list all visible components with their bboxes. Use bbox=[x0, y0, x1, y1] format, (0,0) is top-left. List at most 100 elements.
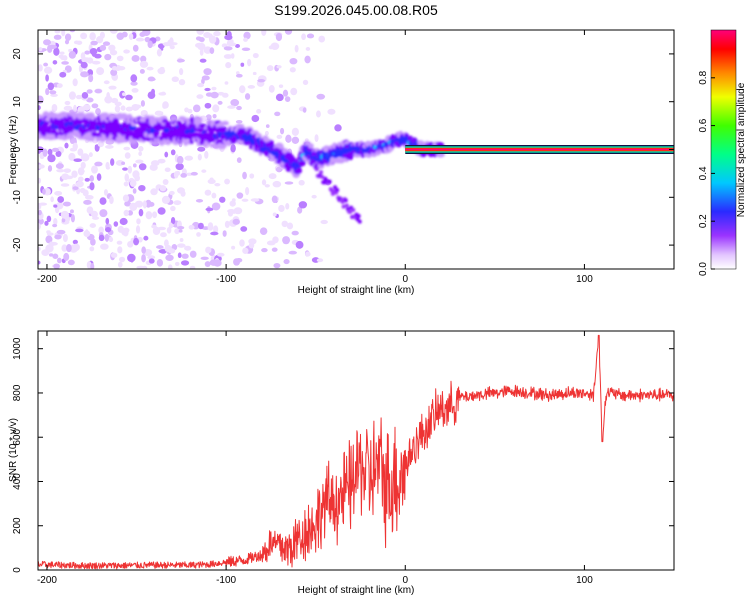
spectrogram-noise-blob bbox=[124, 152, 131, 159]
spectrogram-noise-blob bbox=[61, 244, 68, 252]
spectrogram-noise-blob bbox=[314, 134, 319, 143]
spectrogram-noise-blob bbox=[282, 236, 291, 245]
spectrogram-noise-blob bbox=[306, 33, 315, 39]
spectrogram-noise-blob bbox=[147, 255, 156, 260]
spectrogram-noise-blob bbox=[108, 44, 116, 52]
spectrogram-noise-blob bbox=[247, 85, 256, 89]
spectrogram-noise-blob bbox=[124, 173, 130, 182]
spectrogram-noise-blob bbox=[268, 85, 275, 93]
spectrogram-noise-blob bbox=[179, 238, 184, 243]
spectrogram-noise-blob bbox=[111, 66, 118, 71]
spectrogram-noise-blob bbox=[224, 220, 230, 229]
spectrogram-noise-blob bbox=[82, 104, 91, 111]
spectrogram-noise-blob bbox=[196, 94, 204, 99]
spectrogram-noise-blob bbox=[242, 171, 247, 180]
spectrogram-noise-blob bbox=[199, 49, 204, 56]
spectrogram-noise-blob bbox=[64, 100, 71, 106]
spectrogram-noise-blob bbox=[242, 247, 249, 254]
spectrogram-noise-blob bbox=[176, 243, 186, 248]
spectrogram-noise-blob bbox=[272, 180, 282, 188]
spectrogram-noise-blob bbox=[51, 147, 60, 153]
spectrogram-noise-blob bbox=[75, 94, 82, 100]
spectrogram-noise-blob bbox=[223, 54, 233, 59]
spectrogram-noise-blob bbox=[57, 164, 63, 169]
spectrogram-noise-blob bbox=[72, 78, 78, 87]
spectrogram-noise-blob bbox=[221, 92, 229, 98]
spectrogram-noise-blob bbox=[138, 163, 147, 171]
spectrogram-noise-blob bbox=[72, 239, 78, 245]
spectrogram-noise-blob bbox=[100, 243, 109, 250]
spectrogram-noise-blob bbox=[210, 91, 219, 99]
spectrogram-xlabel: Height of straight line (km) bbox=[298, 285, 415, 296]
spectrogram-ridge-blob bbox=[348, 209, 353, 214]
spectrogram-noise-blob bbox=[214, 182, 221, 187]
spectrogram-noise-blob bbox=[110, 69, 118, 76]
spectrogram-noise-blob bbox=[189, 265, 196, 269]
spectrogram-noise-blob bbox=[108, 236, 114, 243]
spectrogram-noise-blob bbox=[275, 93, 284, 102]
snr-xtick-label: -100 bbox=[216, 575, 236, 586]
spectrogram-noise-blob bbox=[244, 93, 251, 100]
spectrogram-noise-blob bbox=[171, 76, 179, 83]
spectrogram-noise-blob bbox=[138, 208, 144, 217]
spectrogram-noise-blob bbox=[136, 218, 141, 225]
spectrogram-noise-blob bbox=[273, 262, 281, 269]
spectrogram-noise-blob bbox=[161, 91, 166, 96]
spectrogram-noise-blob bbox=[141, 254, 146, 263]
spectrogram-noise-blob bbox=[232, 218, 240, 225]
spectrogram-noise-blob bbox=[71, 170, 78, 178]
spectrogram-noise-blob bbox=[131, 88, 139, 93]
spectrogram-noise-blob bbox=[261, 247, 268, 253]
spectrogram-ridge-blob bbox=[333, 185, 338, 190]
spectrogram-noise-blob bbox=[46, 232, 54, 236]
spectrogram-noise-blob bbox=[98, 226, 104, 235]
spectrogram-noise-blob bbox=[145, 199, 152, 208]
spectrogram-noise-blob bbox=[290, 87, 298, 96]
spectrogram-noise-blob bbox=[197, 42, 206, 51]
spectrogram-noise-blob bbox=[88, 74, 94, 83]
spectrogram-noise-blob bbox=[212, 113, 217, 119]
spectrogram-noise-blob bbox=[52, 253, 59, 259]
spectrogram-noise-blob bbox=[87, 69, 94, 77]
spectrogram-noise-blob bbox=[54, 30, 61, 34]
spectrogram-noise-blob bbox=[96, 67, 105, 76]
spectrogram-noise-blob bbox=[84, 50, 91, 55]
spectrogram-noise-blob bbox=[141, 246, 146, 254]
spectrogram-noise-blob bbox=[77, 106, 85, 114]
spectrogram-noise-blob bbox=[121, 161, 126, 166]
spectrogram-noise-blob bbox=[230, 144, 236, 153]
spectrogram-noise-blob bbox=[98, 234, 105, 242]
spectrogram-noise-blob bbox=[235, 44, 240, 48]
colorbar-tick-label: 0.0 bbox=[698, 262, 709, 276]
spectrogram-noise-blob bbox=[54, 234, 62, 240]
spectrogram-noise-blob bbox=[73, 158, 82, 162]
spectrogram-noise-blob bbox=[213, 31, 221, 37]
spectrogram-noise-blob bbox=[38, 146, 45, 154]
spectrogram-noise-blob bbox=[135, 37, 145, 42]
spectrogram-noise-blob bbox=[178, 229, 183, 233]
spectrogram-noise-blob bbox=[61, 30, 66, 37]
spectrogram-noise-blob bbox=[103, 189, 108, 196]
spectrogram-noise-blob bbox=[236, 105, 242, 111]
spectrogram-noise-blob bbox=[113, 221, 119, 227]
spectrogram-noise-blob bbox=[286, 222, 294, 230]
spectrogram-noise-blob bbox=[235, 257, 243, 263]
colorbar-tick-label: 0.4 bbox=[698, 166, 709, 180]
spectrogram-noise-blob bbox=[259, 227, 268, 236]
spectrogram-noise-blob bbox=[252, 71, 257, 76]
spectrogram-noise-blob bbox=[62, 55, 68, 61]
spectrogram-noise-blob bbox=[132, 163, 137, 168]
spectrogram-noise-blob bbox=[236, 157, 242, 164]
spectrogram-noise-blob bbox=[62, 233, 68, 243]
spectrogram-noise-blob bbox=[298, 201, 308, 209]
spectrogram-noise-blob bbox=[45, 87, 50, 96]
spectrogram-noise-blob bbox=[280, 127, 285, 135]
spectrogram-noise-blob bbox=[285, 203, 290, 210]
spectrogram-noise-blob bbox=[135, 225, 141, 234]
spectrogram-noise-blob bbox=[176, 155, 184, 165]
spectrogram-noise-blob bbox=[103, 80, 110, 85]
spectrogram-noise-blob bbox=[228, 42, 237, 47]
spectrogram-noise-blob bbox=[241, 198, 249, 202]
spectrogram-noise-blob bbox=[231, 245, 236, 250]
spectrogram-noise-blob bbox=[128, 33, 134, 41]
